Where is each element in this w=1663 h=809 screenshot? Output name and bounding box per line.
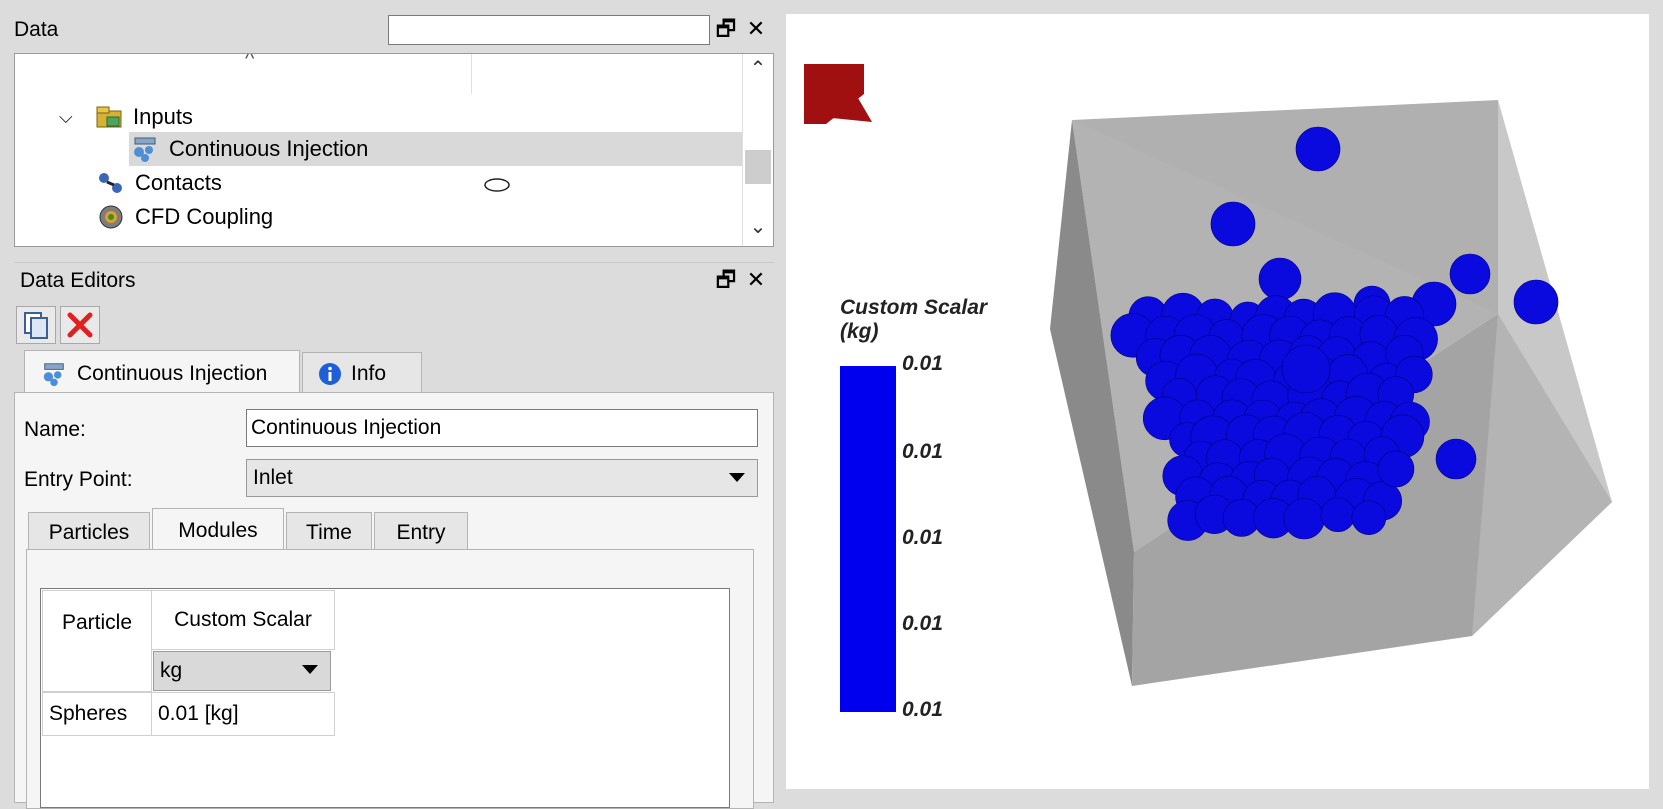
delete-icon [67, 312, 93, 338]
legend-color-bar [840, 366, 896, 712]
tree-item-label: CFD Coupling [135, 204, 274, 229]
legend-title-line2: (kg) [840, 320, 879, 343]
cfd-coupling-icon [99, 205, 123, 229]
tree-item-continuous-injection[interactable]: Continuous Injection [129, 132, 755, 166]
copy-button[interactable] [16, 306, 56, 344]
subtab-modules[interactable]: Modules [152, 508, 284, 552]
dropdown-arrow-icon [729, 473, 745, 482]
subtab-time[interactable]: Time [286, 512, 372, 552]
legend-tick-label: 0.01 [902, 526, 943, 549]
scroll-up-icon[interactable]: ⌃ [749, 58, 767, 80]
tree-item-cfd-coupling[interactable]: CFD Coupling [95, 200, 273, 234]
particle-sphere [1351, 500, 1387, 535]
copy-icon [24, 312, 48, 339]
particle-sphere [1513, 279, 1559, 325]
data-search-input[interactable] [388, 15, 710, 45]
legend-title: Custom Scalar (kg) [840, 296, 987, 344]
legend-title-line1: Custom Scalar [840, 296, 988, 319]
tree-item-label: Continuous Injection [169, 136, 369, 161]
subtab-label: Entry [396, 520, 446, 544]
float-panel-icon[interactable]: 🗗 [715, 16, 737, 41]
mouse-cursor-icon [484, 178, 510, 192]
column-divider [471, 54, 472, 94]
particle-sphere [1258, 257, 1302, 301]
subtab-label: Time [306, 520, 352, 544]
tree-scrollbar[interactable]: ⌃ ⌄ [742, 54, 773, 246]
contacts-icon [99, 173, 122, 193]
tree-item-contacts[interactable]: Contacts [95, 166, 222, 200]
subtab-particles[interactable]: Particles [28, 512, 150, 552]
scroll-down-icon[interactable]: ⌄ [749, 216, 767, 238]
scroll-thumb[interactable] [745, 150, 771, 184]
close-panel-icon[interactable]: ✕ [746, 16, 766, 41]
legend-tick-label: 0.01 [902, 612, 943, 635]
collapse-up-icon[interactable]: ^ [245, 53, 255, 70]
data-editors-header: Data Editors 🗗 ✕ [14, 262, 774, 297]
unit-select[interactable]: kg [153, 651, 331, 691]
particle-sphere [1210, 201, 1256, 247]
legend-tick-label: 0.01 [902, 440, 943, 463]
delete-button[interactable] [60, 306, 100, 344]
inputs-folder-icon [96, 106, 122, 128]
info-icon [319, 362, 341, 385]
dropdown-arrow-icon [302, 665, 318, 674]
tab-label: Continuous Injection [77, 361, 268, 385]
data-editors-title: Data Editors [20, 269, 136, 292]
legend-tick-label: 0.01 [902, 698, 943, 721]
table-row-value[interactable]: 0.01 [kg] [151, 692, 335, 736]
particle-sphere [1281, 344, 1331, 394]
chevron-down-icon[interactable]: ⌵ [59, 106, 73, 127]
subtab-label: Modules [178, 518, 258, 542]
particle-sphere [1435, 438, 1477, 480]
legend-tick-label: 0.01 [902, 352, 943, 375]
unit-value: kg [160, 659, 183, 682]
close-panel-icon[interactable]: ✕ [746, 267, 766, 292]
table-row-particle: Spheres [42, 692, 152, 736]
header-custom-scalar: Custom Scalar [151, 590, 335, 650]
particle-sphere [1320, 497, 1356, 533]
particle-sphere [1283, 498, 1325, 540]
particle-sphere [1295, 126, 1341, 172]
data-tree[interactable]: ^ ⌵ Inputs Continuous Injection Contacts [14, 53, 774, 247]
entry-point-value: Inlet [253, 466, 293, 489]
float-panel-icon[interactable]: 🗗 [715, 267, 737, 292]
header-particle: Particle [42, 590, 152, 692]
particle-sphere [1377, 450, 1415, 488]
tab-continuous-injection[interactable]: Continuous Injection [24, 350, 300, 396]
particle-sphere [1449, 253, 1491, 295]
tree-item-inputs[interactable]: ⌵ Inputs [59, 100, 193, 134]
tree-item-label: Contacts [135, 170, 222, 195]
particles [1110, 126, 1559, 541]
tab-label: Info [351, 361, 387, 385]
name-label: Name: [24, 418, 86, 441]
entry-point-label: Entry Point: [24, 468, 133, 491]
entry-point-select[interactable]: Inlet [246, 459, 758, 497]
3d-viewport[interactable] [786, 14, 1649, 789]
subtab-entry[interactable]: Entry [374, 512, 468, 552]
tree-item-label: Inputs [133, 104, 193, 129]
injection-icon [134, 137, 156, 162]
subtab-label: Particles [48, 520, 130, 544]
software-logo [804, 64, 872, 124]
injection-icon [43, 362, 64, 386]
simulation-scene[interactable] [786, 14, 1649, 789]
data-panel-title: Data [14, 18, 59, 41]
name-input[interactable] [246, 409, 758, 447]
tab-info[interactable]: Info [302, 352, 422, 394]
